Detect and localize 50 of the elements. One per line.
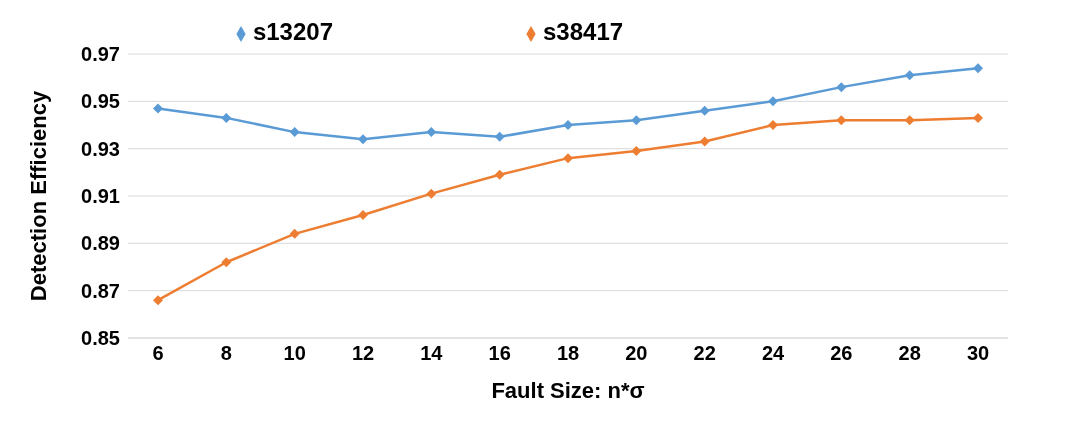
point xyxy=(563,153,573,164)
y-tick-label: 0.93 xyxy=(81,137,120,160)
point xyxy=(358,134,368,145)
point xyxy=(699,105,710,116)
point xyxy=(153,295,163,306)
x-tick-label: 22 xyxy=(693,342,716,365)
y-tick-label: 0.89 xyxy=(81,232,120,255)
x-tick-label: 24 xyxy=(761,342,785,365)
point xyxy=(426,127,437,138)
y-tick-label: 0.91 xyxy=(81,185,120,208)
legend-label: s38417 xyxy=(543,18,624,45)
point xyxy=(358,209,368,220)
point xyxy=(699,136,710,147)
point xyxy=(631,146,642,157)
point xyxy=(494,169,505,180)
x-tick-label: 30 xyxy=(966,342,990,365)
point xyxy=(904,70,915,81)
y-tick-label: 0.85 xyxy=(81,327,120,350)
point xyxy=(221,112,232,123)
point xyxy=(836,82,847,93)
y-tick-label: 0.95 xyxy=(81,90,120,113)
x-tick-label: 14 xyxy=(420,342,444,365)
point xyxy=(836,115,847,126)
x-tick-label: 16 xyxy=(488,342,511,365)
x-tick-label: 10 xyxy=(283,342,306,365)
y-tick-label: 0.87 xyxy=(81,279,120,302)
x-axis-title: Fault Size: n*σ xyxy=(491,378,645,403)
legend-label: s13207 xyxy=(252,18,333,45)
point xyxy=(768,120,778,130)
x-tick-label: 18 xyxy=(556,342,580,365)
point xyxy=(768,96,778,107)
point xyxy=(904,115,915,126)
x-tick-label: 20 xyxy=(625,342,648,365)
point xyxy=(973,63,983,74)
point xyxy=(289,127,300,138)
y-tick-label: 0.97 xyxy=(81,43,120,66)
x-tick-label: 12 xyxy=(351,342,375,365)
x-tick-label: 26 xyxy=(830,342,853,365)
point xyxy=(289,228,300,239)
point xyxy=(426,188,437,199)
point xyxy=(631,115,642,126)
y-axis-title: Detection Efficiency xyxy=(25,90,51,302)
point xyxy=(153,103,163,114)
point xyxy=(973,112,983,123)
point xyxy=(221,257,232,268)
x-tick-label: 28 xyxy=(898,342,921,365)
x-tick-label: 8 xyxy=(220,342,232,365)
point xyxy=(494,131,505,142)
point xyxy=(563,120,573,130)
x-tick-label: 6 xyxy=(152,342,164,365)
